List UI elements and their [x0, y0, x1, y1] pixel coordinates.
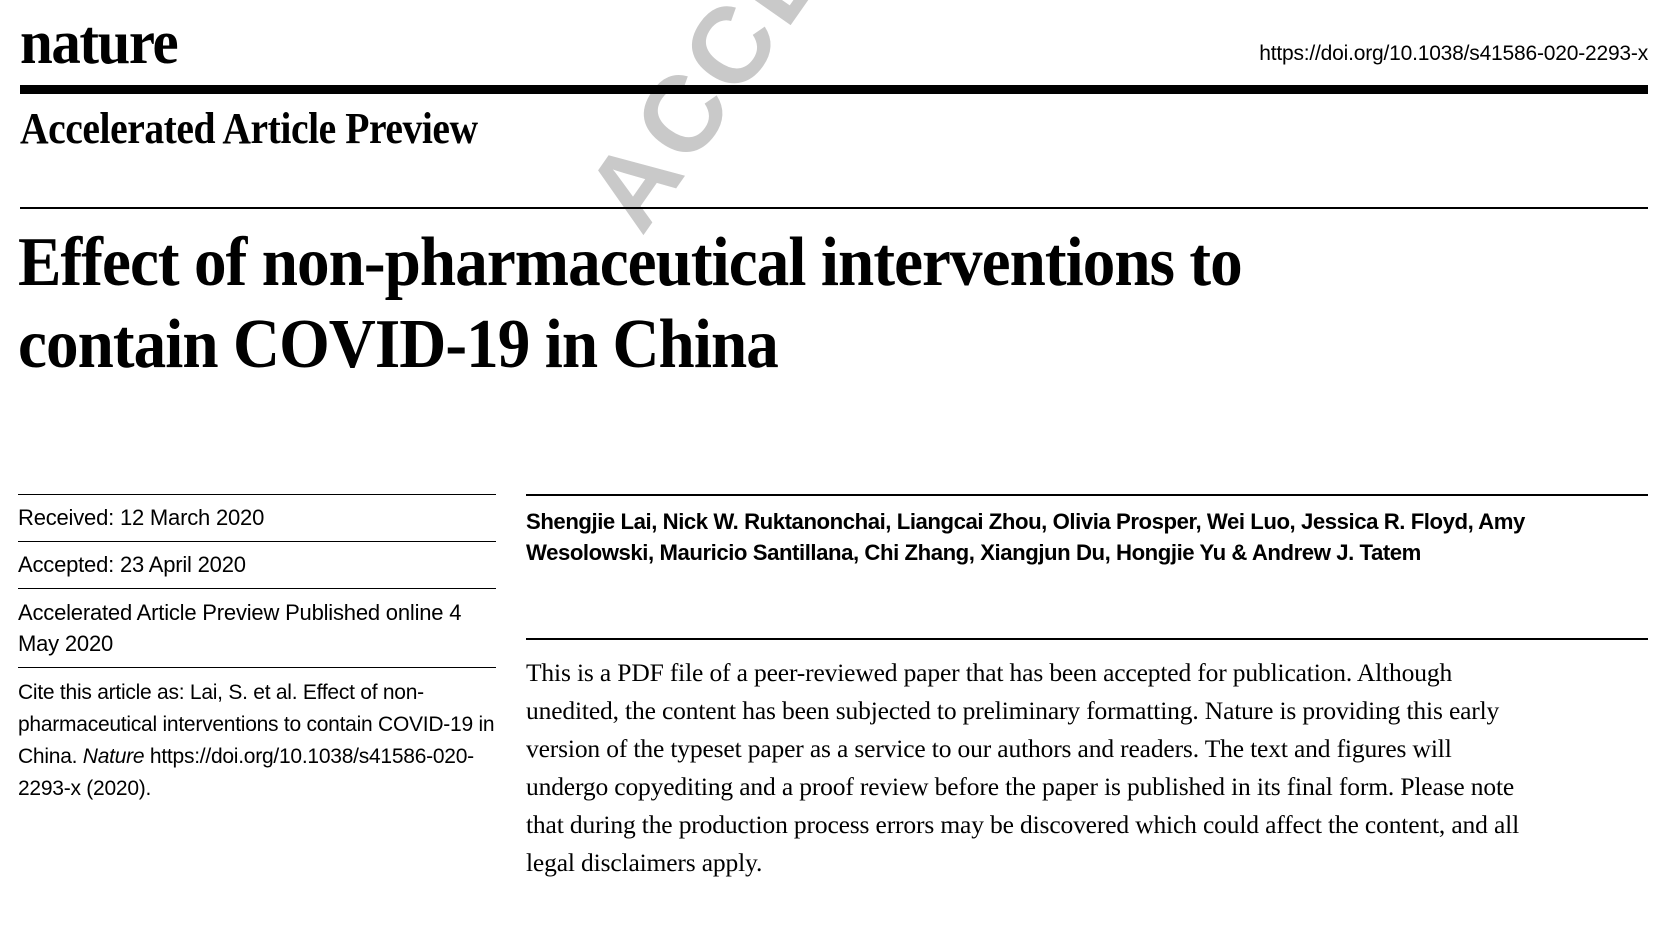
published-online-date: Accelerated Article Preview Published on… [18, 600, 462, 656]
title-divider [20, 207, 1648, 209]
disclaimer-text: This is a PDF file of a peer-reviewed pa… [526, 658, 1520, 877]
citation-text: Cite this article as: Lai, S. et al. Eff… [18, 668, 496, 805]
citation-journal-name: Nature [82, 745, 145, 768]
metadata-column: Received: 12 March 2020 Accepted: 23 Apr… [18, 494, 496, 805]
doi-link[interactable]: https://doi.org/10.1038/s41586-020-2293-… [1259, 42, 1648, 65]
nature-logo: nature [20, 9, 179, 77]
citation-prefix: Cite this article as: Lai, S. et al. Eff… [18, 681, 495, 768]
accepted-date: Accepted: 23 April 2020 [18, 552, 246, 577]
metadata-rule-4 [18, 667, 496, 668]
metadata-rule-2 [18, 541, 496, 542]
masthead: nature https://doi.org/10.1038/s41586-02… [20, 12, 1648, 84]
author-list: Shengjie Lai, Nick W. Ruktanonchai, Lian… [526, 509, 1525, 565]
disclaimer-rule-top [526, 638, 1648, 640]
metadata-rule-3 [18, 588, 496, 589]
column-spacer [526, 582, 1648, 638]
page-title: Effect of non-pharmaceutical interventio… [18, 224, 1243, 383]
authors-rule-top [526, 494, 1648, 496]
masthead-divider-thick [20, 85, 1648, 94]
section-heading: Accelerated Article Preview [20, 104, 478, 153]
citation-suffix: https://doi.org/10.1038/s41586-020-2293-… [18, 745, 474, 800]
received-date: Received: 12 March 2020 [18, 505, 265, 530]
authors-and-disclaimer-column: Shengjie Lai, Nick W. Ruktanonchai, Lian… [526, 494, 1648, 882]
metadata-rule-1 [18, 494, 496, 495]
